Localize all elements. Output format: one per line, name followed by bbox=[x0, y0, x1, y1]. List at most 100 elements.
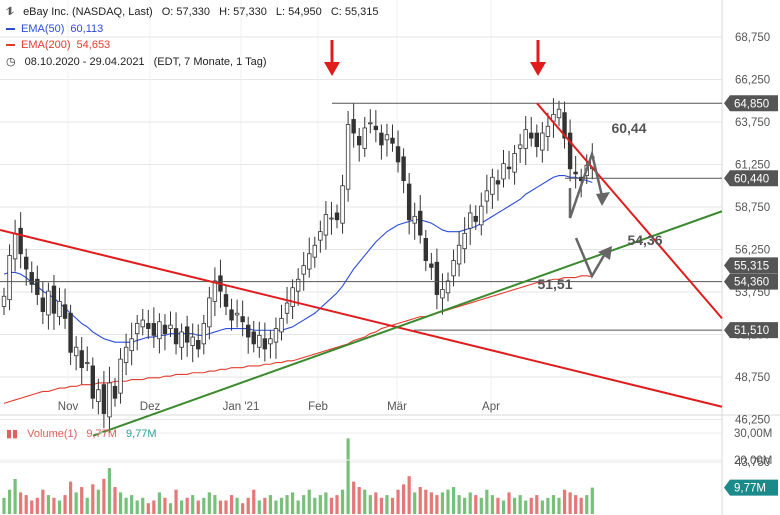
candle-body bbox=[62, 304, 68, 319]
price-badge-text: 60,440 bbox=[734, 173, 769, 185]
ema50-value: 60,113 bbox=[70, 23, 104, 35]
candle-body bbox=[184, 326, 190, 343]
volume-bar bbox=[252, 489, 256, 514]
y-tick-label: 61,250 bbox=[735, 160, 770, 172]
volume-bar bbox=[46, 495, 50, 514]
y-tick-label: 68,750 bbox=[735, 32, 770, 44]
y-tick-label: 46,250 bbox=[735, 415, 770, 427]
candle-body bbox=[490, 176, 495, 195]
volume-bar bbox=[557, 497, 561, 514]
volume-bar bbox=[224, 500, 228, 514]
ema200-path bbox=[3, 275, 593, 404]
volume-badge-shape bbox=[724, 479, 778, 496]
volume-bar bbox=[163, 497, 167, 514]
volume-bar bbox=[2, 497, 6, 514]
volume-bar bbox=[218, 500, 223, 514]
volume-bar bbox=[413, 492, 417, 514]
candle-body bbox=[567, 132, 573, 170]
price-badge-shape bbox=[724, 273, 778, 290]
volume-bar bbox=[124, 497, 128, 514]
y-tick-label: 53,750 bbox=[735, 287, 770, 299]
symbol-label: eBay Inc. (NASDAQ, Last) bbox=[23, 6, 153, 18]
trendlines bbox=[0, 102, 723, 437]
volume-bar bbox=[585, 495, 589, 514]
volume-bar bbox=[318, 495, 322, 514]
volume-bar bbox=[7, 489, 12, 514]
candle-body bbox=[451, 260, 456, 277]
volume-bar bbox=[546, 497, 550, 514]
volume-bar bbox=[385, 495, 389, 514]
candle-body bbox=[240, 316, 245, 323]
candle-body bbox=[318, 231, 323, 241]
candle-body bbox=[157, 321, 162, 340]
volume-bar bbox=[307, 489, 311, 514]
candle-body bbox=[229, 309, 234, 321]
candle-body bbox=[462, 232, 467, 250]
price-badge-text: 54,360 bbox=[734, 277, 769, 289]
grey-arrow-head-down bbox=[596, 192, 610, 206]
volume-bar bbox=[152, 500, 156, 514]
volume-bar bbox=[529, 497, 533, 514]
ema200-swatch bbox=[6, 44, 15, 47]
candle-body bbox=[118, 358, 123, 394]
volume-bar bbox=[429, 492, 433, 514]
candle-body bbox=[107, 382, 112, 418]
candle-body bbox=[573, 171, 578, 175]
candle-body bbox=[257, 334, 262, 348]
candle-body bbox=[473, 215, 478, 222]
ema200-line bbox=[3, 275, 593, 404]
candle-body bbox=[495, 180, 501, 185]
volume-header: ▮▮ Volume(1) 9,77M 9,77M bbox=[6, 427, 163, 440]
y-tick-label: 43,750 bbox=[735, 457, 770, 469]
price-badge-text: 55,315 bbox=[734, 260, 769, 272]
volume-bar bbox=[518, 495, 522, 514]
x-tick-label: Nov bbox=[58, 401, 79, 413]
annotation-arrows bbox=[324, 40, 612, 279]
low-value: L: 54,950 bbox=[275, 6, 322, 18]
volume-bar bbox=[496, 497, 500, 514]
volume-bar bbox=[168, 503, 173, 514]
volume-bar bbox=[424, 489, 428, 514]
chart-type-icon: ⥮ bbox=[6, 6, 14, 18]
volume-bar bbox=[490, 495, 494, 514]
volume-bar bbox=[263, 497, 267, 514]
volume-bars bbox=[2, 438, 594, 514]
candle-body bbox=[334, 212, 340, 221]
candle-body bbox=[251, 331, 256, 345]
volume-bar bbox=[196, 500, 200, 514]
price-badge-text: 51,510 bbox=[734, 325, 769, 337]
x-tick-label: Apr bbox=[482, 401, 500, 413]
candle-body bbox=[196, 340, 201, 350]
candle-body bbox=[307, 253, 312, 270]
volume-bar bbox=[141, 497, 145, 514]
volume-bar bbox=[352, 481, 356, 514]
candle-body bbox=[373, 125, 379, 131]
candle-body bbox=[434, 261, 440, 295]
ema50-swatch bbox=[6, 28, 15, 31]
volume-bar bbox=[329, 497, 334, 514]
red-steep-trend bbox=[536, 102, 723, 320]
price-header: ⥮ eBay Inc. (NASDAQ, Last) O: 57,330 H: … bbox=[6, 6, 385, 19]
y-tick-label: 58,750 bbox=[735, 202, 770, 214]
ema50-label: EMA(50) bbox=[21, 23, 65, 35]
volume-bar bbox=[501, 500, 506, 514]
volume-bar bbox=[113, 487, 117, 514]
candlesticks bbox=[1, 98, 595, 434]
candle-body bbox=[35, 278, 40, 295]
volume-bar bbox=[451, 487, 456, 514]
y-tick-label: 66,250 bbox=[735, 75, 770, 87]
volume-bar bbox=[457, 495, 461, 514]
candle-body bbox=[429, 263, 434, 268]
candle-body bbox=[362, 127, 367, 149]
volume-bar bbox=[507, 492, 511, 514]
grey-arrow-head-up bbox=[598, 246, 612, 260]
candle-body bbox=[545, 125, 551, 137]
ema50-line bbox=[3, 175, 593, 343]
candle-body bbox=[57, 300, 62, 318]
volume-bar bbox=[579, 497, 583, 514]
volume-bar bbox=[102, 478, 106, 514]
volume-bar bbox=[513, 497, 517, 514]
close-value: C: 55,315 bbox=[330, 6, 379, 18]
x-tick-label: Dez bbox=[140, 401, 161, 413]
volume-bar bbox=[24, 495, 28, 514]
